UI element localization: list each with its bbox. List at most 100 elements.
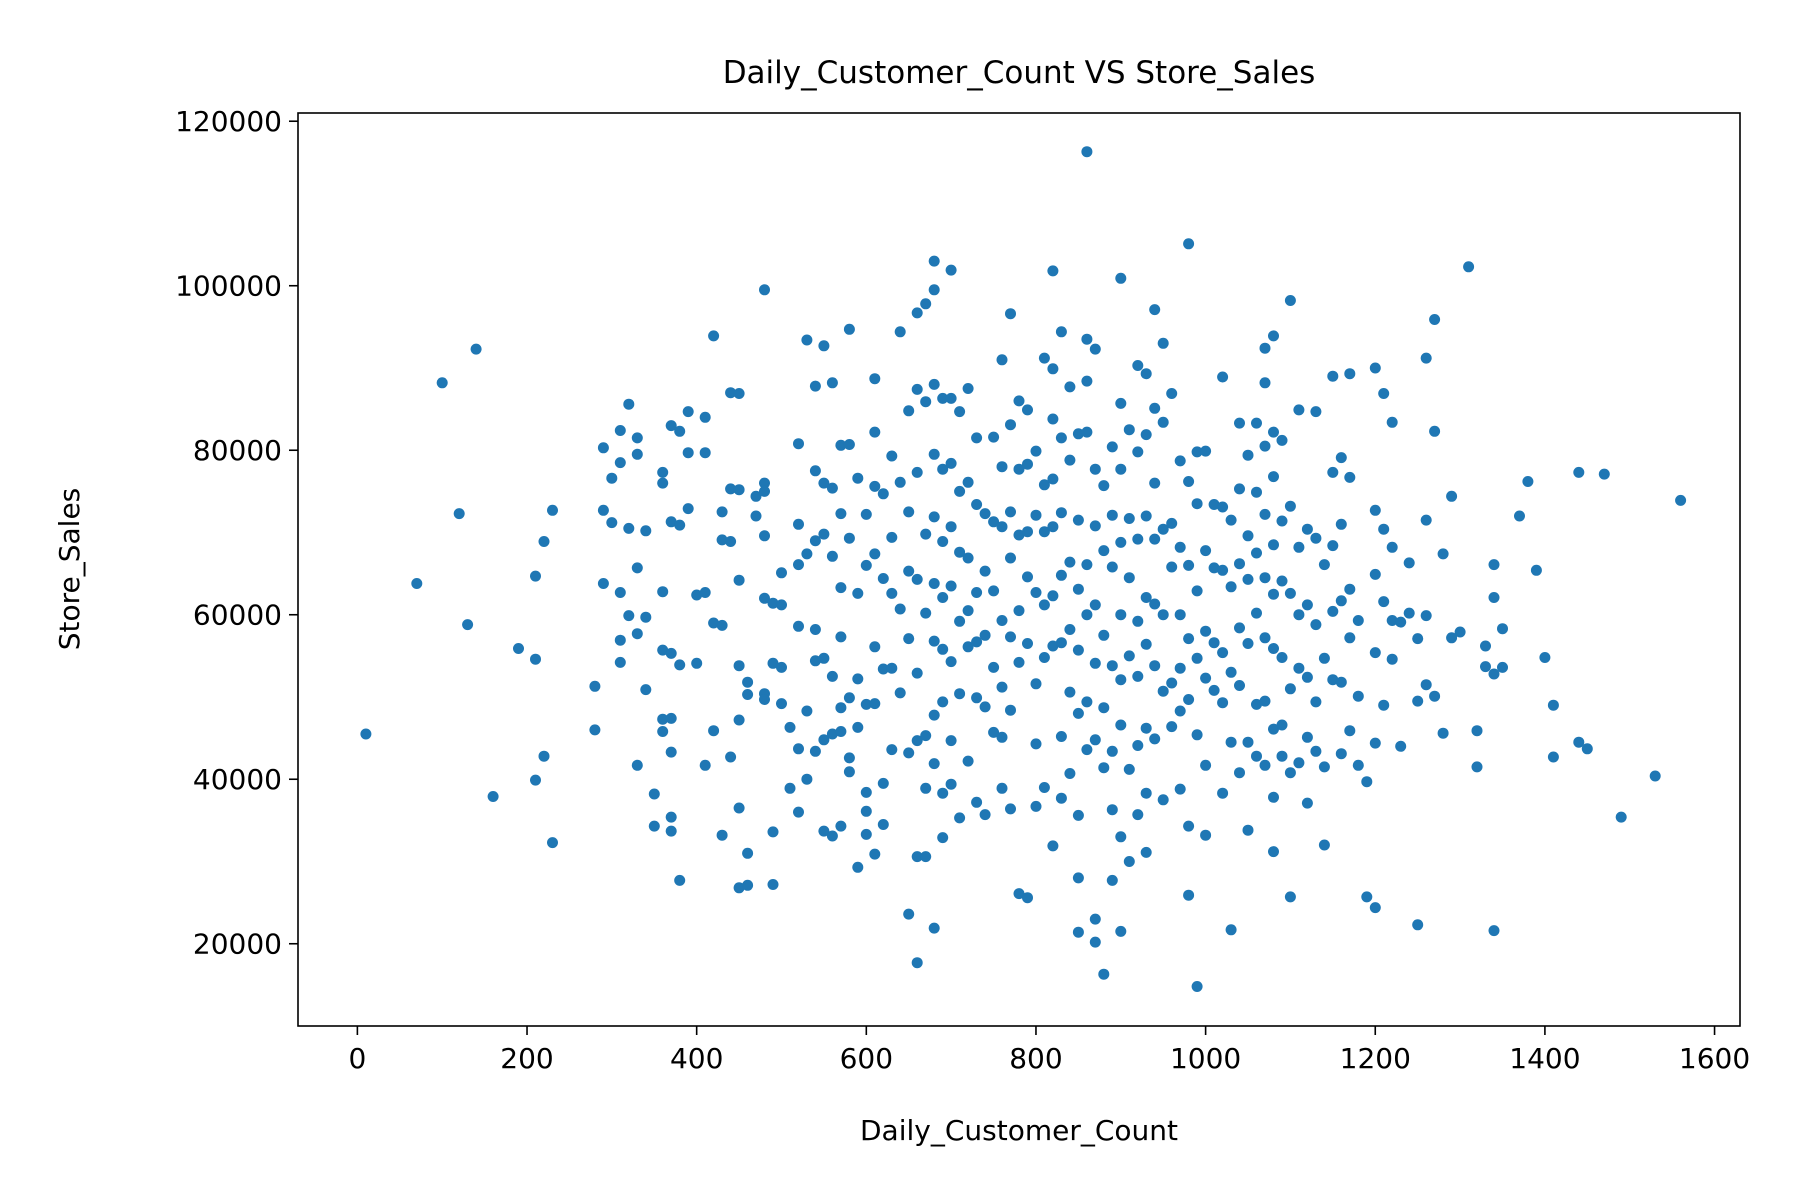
scatter-point	[954, 485, 966, 497]
scatter-point	[1217, 647, 1229, 659]
scatter-point	[1089, 520, 1101, 532]
scatter-point	[1437, 727, 1449, 739]
scatter-point	[1106, 509, 1118, 521]
scatter-point	[937, 463, 949, 475]
scatter-point	[945, 735, 957, 747]
scatter-point	[1200, 445, 1212, 457]
scatter-point	[1098, 702, 1110, 714]
scatter-point	[1488, 668, 1500, 680]
scatter-point	[1327, 540, 1339, 552]
scatter-point	[530, 774, 541, 786]
scatter-point	[1191, 729, 1203, 741]
scatter-point	[1115, 609, 1127, 621]
scatter-point	[1038, 526, 1050, 538]
scatter-point	[1081, 375, 1093, 387]
scatter-point	[996, 782, 1008, 794]
y-axis-label: Store_Sales	[53, 488, 86, 651]
scatter-point	[1208, 684, 1220, 696]
scatter-point	[1005, 308, 1016, 320]
scatter-point	[1234, 680, 1245, 691]
scatter-point	[860, 698, 872, 710]
scatter-point	[869, 373, 881, 385]
scatter-point	[513, 643, 524, 654]
scatter-point	[1268, 588, 1279, 600]
scatter-point	[1038, 652, 1050, 663]
scatter-point	[1327, 674, 1339, 686]
scatter-point	[1005, 506, 1016, 518]
scatter-point	[1547, 699, 1559, 711]
scatter-point	[1429, 314, 1441, 325]
scatter-point	[869, 480, 881, 492]
scatter-point	[1047, 473, 1059, 485]
scatter-point	[1539, 652, 1551, 663]
scatter-point	[1420, 610, 1432, 622]
scatter-point	[623, 522, 635, 534]
scatter-point	[1013, 888, 1025, 900]
scatter-point	[988, 661, 1000, 673]
scatter-point	[1208, 637, 1220, 649]
scatter-point	[1276, 719, 1288, 731]
scatter-point	[801, 773, 813, 785]
scatter-point	[1208, 562, 1220, 574]
scatter-point	[1395, 740, 1407, 752]
scatter-point	[759, 530, 770, 542]
scatter-point	[920, 298, 932, 310]
scatter-point	[1200, 545, 1212, 557]
scatter-point	[1310, 406, 1322, 418]
scatter-point	[988, 726, 1000, 738]
scatter-point	[1615, 811, 1627, 823]
scatter-point	[1217, 371, 1229, 383]
scatter-point	[945, 778, 957, 790]
scatter-point	[835, 726, 847, 737]
scatter-point	[801, 334, 813, 346]
scatter-point	[954, 688, 966, 700]
scatter-point	[1225, 514, 1237, 526]
scatter-point	[1064, 381, 1076, 393]
scatter-point	[1106, 441, 1118, 453]
scatter-point	[1268, 539, 1279, 551]
scatter-point	[801, 705, 813, 717]
scatter-point	[1098, 762, 1110, 774]
scatter-point	[860, 559, 872, 571]
scatter-point	[597, 578, 609, 589]
scatter-point	[1123, 856, 1135, 867]
scatter-point	[1344, 632, 1356, 644]
scatter-point	[1149, 533, 1161, 545]
plot-frame	[297, 112, 1741, 1027]
scatter-point	[1022, 638, 1033, 649]
scatter-point	[1072, 926, 1084, 938]
chart-title: Daily_Customer_Count VS Store_Sales	[723, 55, 1316, 91]
scatter-point	[1022, 458, 1033, 470]
scatter-point	[1234, 558, 1245, 570]
scatter-point	[988, 431, 1000, 443]
scatter-point	[657, 586, 669, 598]
scatter-point	[928, 511, 940, 523]
scatter-point	[1530, 564, 1542, 576]
scatter-point	[1174, 541, 1186, 553]
scatter-point	[1581, 743, 1593, 755]
scatter-point	[996, 615, 1008, 626]
scatter-point	[979, 508, 991, 520]
scatter-point	[1412, 919, 1424, 931]
scatter-point	[1352, 690, 1364, 702]
scatter-point	[1115, 831, 1127, 843]
scatter-point	[877, 488, 889, 500]
scatter-point	[835, 820, 847, 832]
x-tick-label: 1600	[1679, 1042, 1750, 1075]
scatter-point	[1149, 660, 1161, 672]
scatter-point	[1132, 446, 1144, 458]
scatter-point	[1242, 573, 1254, 585]
scatter-point	[1234, 622, 1245, 634]
scatter-point	[1293, 404, 1305, 416]
scatter-point	[470, 343, 482, 355]
scatter-point	[699, 759, 711, 771]
scatter-point	[1208, 499, 1220, 510]
x-axis-ticks: 0 200 400 600 800 1000 1200 1400 1600	[348, 1026, 1750, 1075]
scatter-point	[962, 755, 974, 767]
x-tick-label: 600	[840, 1042, 893, 1075]
x-tick-label: 0	[348, 1042, 366, 1075]
scatter-point	[1310, 532, 1322, 544]
scatter-point	[733, 882, 745, 894]
scatter-point	[911, 573, 923, 585]
scatter-point	[1251, 750, 1262, 762]
